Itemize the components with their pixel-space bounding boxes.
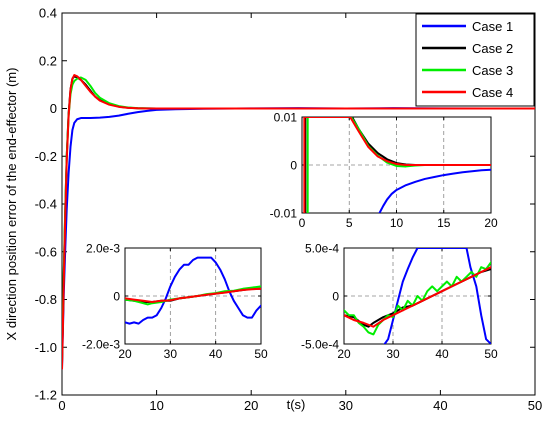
main-y-ticks: -1.2 -1.0 -0.8 -0.6 -0.4 -0.2 0 0.2 0.4 — [35, 6, 535, 403]
x-tick-label: 5 — [346, 216, 353, 230]
y-tick-label: -1.2 — [35, 388, 57, 403]
inset-c-axes: 20 30 40 50 -5.0e-4 0 5.0e-4 — [301, 241, 498, 361]
legend-entries: Case 1 Case 2 Case 3 Case 4 — [422, 19, 513, 100]
x-tick-label: 50 — [254, 347, 268, 361]
main-series — [62, 74, 535, 370]
inset-b-axes: 20 30 40 50 -2.0e-3 0 2.0e-3 — [82, 241, 268, 361]
y-tick-label: 2.0e-3 — [86, 241, 120, 255]
inset_b-series-case-4 — [125, 287, 261, 303]
inset_a-series-case-4 — [303, 117, 491, 213]
y-axis-label: X direction position error of the end-ef… — [4, 68, 19, 341]
y-tick-label: -5.0e-4 — [301, 337, 339, 351]
y-tick-label: -0.01 — [270, 206, 298, 220]
x-tick-label: 30 — [386, 347, 400, 361]
x-tick-label: 50 — [528, 398, 542, 413]
legend-label: Case 3 — [472, 63, 513, 78]
y-tick-label: -2.0e-3 — [82, 337, 120, 351]
y-tick-label: 0 — [290, 158, 297, 172]
x-tick-label: 10 — [390, 216, 404, 230]
y-tick-label: -0.2 — [35, 149, 57, 164]
legend-label: Case 1 — [472, 19, 513, 34]
legend: Case 1 Case 2 Case 3 Case 4 — [415, 13, 535, 107]
y-tick-label: -1.0 — [35, 340, 57, 355]
legend-box — [415, 13, 535, 107]
y-tick-label: 5.0e-4 — [305, 241, 339, 255]
x-tick-label: 30 — [339, 398, 353, 413]
y-tick-label: 0.01 — [274, 110, 298, 124]
inset_c-series-case-3 — [344, 261, 491, 336]
x-tick-label: 40 — [209, 347, 223, 361]
inset_a-x-ticks: 0 5 10 15 20 — [299, 117, 498, 230]
legend-label: Case 2 — [472, 41, 513, 56]
y-tick-label: -0.8 — [35, 292, 57, 307]
main-x-ticks: 0 10 20 30 40 50 — [58, 13, 542, 413]
x-tick-label: 10 — [149, 398, 163, 413]
inset_c-x-ticks: 20 30 40 50 — [337, 248, 498, 361]
inset_a-series-case-1 — [378, 168, 491, 213]
x-tick-label: 20 — [244, 398, 258, 413]
x-tick-label: 15 — [437, 216, 451, 230]
y-tick-label: -0.6 — [35, 244, 57, 259]
y-tick-label: 0.4 — [39, 6, 57, 21]
inset_c-series-case-4 — [344, 266, 491, 328]
y-tick-label: 0 — [332, 289, 339, 303]
inset_c-series — [344, 248, 491, 344]
inset_a-series — [303, 117, 491, 213]
y-tick-label: 0.2 — [39, 53, 57, 68]
x-tick-label: 20 — [484, 216, 498, 230]
y-tick-label: 0 — [50, 101, 57, 116]
x-tick-label: 20 — [337, 347, 351, 361]
inset_c-y-ticks: -5.0e-4 0 5.0e-4 — [301, 241, 491, 351]
legend-label: Case 4 — [472, 85, 513, 100]
x-tick-label: 30 — [164, 347, 178, 361]
inset_b-series — [125, 256, 261, 325]
inset_a-y-ticks: -0.01 0 0.01 — [270, 110, 491, 220]
inset_b-series-case-1 — [125, 256, 261, 325]
x-tick-label: 40 — [433, 398, 447, 413]
x-tick-label: 40 — [435, 347, 449, 361]
y-tick-label: 0 — [113, 289, 120, 303]
x-tick-label: 20 — [118, 347, 132, 361]
x-axis-label: t(s) — [287, 397, 306, 412]
y-tick-label: -0.4 — [35, 197, 57, 212]
x-tick-label: 50 — [484, 347, 498, 361]
x-tick-label: 0 — [58, 398, 65, 413]
x-tick-label: 0 — [299, 216, 306, 230]
inset_b-y-ticks: -2.0e-3 0 2.0e-3 — [82, 241, 261, 351]
main-series-case-4 — [62, 74, 535, 370]
